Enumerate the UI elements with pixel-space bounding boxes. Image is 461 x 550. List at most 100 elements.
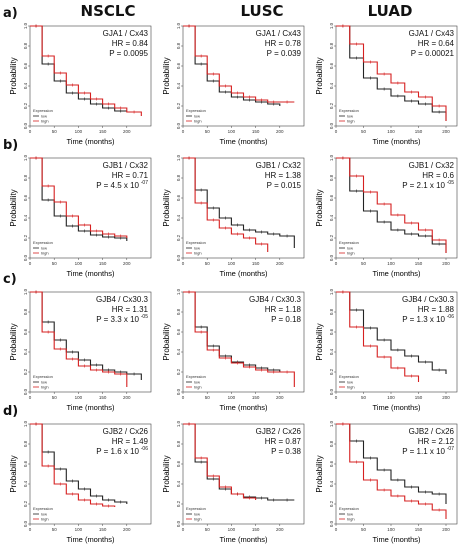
km-panel: 0.0 0.2 0.4 0.6 0.8 1.0 0 50 100 150 200 Probabilit…: [315, 286, 461, 414]
p-value: P = 1.6 x 10: [96, 447, 139, 456]
km-plot: 0.0 0.2 0.4 0.6 0.8 1.0 0 50 100 150 200 Probabilit…: [9, 420, 152, 544]
km-curve-low: [336, 423, 447, 504]
legend-low: low: [347, 380, 353, 385]
x-tick-label: 100: [387, 395, 395, 400]
gene-label: GJB2 / Cx26: [103, 427, 149, 436]
gene-label: GJA1 / Cx43: [409, 29, 455, 38]
y-axis-label: Probability: [9, 189, 18, 226]
y-tick-label: 1.0: [329, 420, 334, 427]
km-panel: 0.0 0.2 0.4 0.6 0.8 1.0 0 50 100 150 200 Probabilit…: [162, 286, 308, 414]
gene-label: GJB4 / Cx30.3: [402, 295, 455, 304]
y-tick-label: 0.0: [176, 122, 181, 129]
km-curve-high: [183, 423, 257, 500]
x-axis-label: Time (months): [372, 269, 421, 278]
legend-low: low: [347, 246, 353, 251]
hazard-ratio: HR = 1.18: [265, 305, 302, 314]
x-tick-label: 0: [29, 395, 32, 400]
y-tick-label: 0.2: [176, 102, 181, 109]
y-tick-label: 0.8: [329, 42, 334, 49]
y-tick-label: 0.0: [23, 520, 28, 527]
km-plot: 0.0 0.2 0.4 0.6 0.8 1.0 0 50 100 150 200 Probabilit…: [162, 420, 305, 544]
y-tick-label: 0.4: [23, 480, 28, 487]
km-panel: 0.0 0.2 0.4 0.6 0.8 1.0 0 50 100 150 200 Probabilit…: [315, 20, 461, 148]
y-tick-label: 0.0: [329, 520, 334, 527]
y-tick-label: 0.4: [329, 480, 334, 487]
y-tick-label: 0.4: [329, 348, 334, 355]
km-panel: 0.0 0.2 0.4 0.6 0.8 1.0 0 50 100 150 200 Probabilit…: [162, 20, 308, 148]
legend-low: low: [347, 114, 353, 119]
y-tick-label: 0.4: [23, 348, 28, 355]
hazard-ratio: HR = 1.88: [418, 305, 455, 314]
y-tick-label: 0.6: [23, 62, 28, 69]
x-tick-label: 100: [387, 129, 395, 134]
legend-low: low: [41, 246, 47, 251]
y-axis-label: Probability: [315, 189, 324, 226]
x-tick-label: 50: [205, 261, 211, 266]
legend-high: high: [347, 385, 355, 390]
plot-frame: [29, 423, 152, 525]
km-panel: 0.0 0.2 0.4 0.6 0.8 1.0 0 50 100 150 200 Probabilit…: [315, 418, 461, 546]
y-tick-label: 0.8: [329, 440, 334, 447]
km-curve-high: [30, 291, 128, 387]
km-plot: 0.0 0.2 0.4 0.6 0.8 1.0 0 50 100 150 200 Probabilit…: [9, 22, 152, 146]
column-header-luad: LUAD: [367, 2, 413, 20]
y-tick-label: 0.0: [329, 122, 334, 129]
km-curve-high: [30, 423, 116, 507]
x-tick-label: 0: [29, 261, 32, 266]
y-tick-label: 0.0: [176, 254, 181, 261]
row-label-a: a): [3, 6, 18, 21]
y-axis-label: Probability: [9, 455, 18, 492]
x-tick-label: 0: [182, 129, 185, 134]
p-value-exponent: -07: [447, 446, 454, 452]
x-tick-label: 50: [361, 261, 367, 266]
gene-label: GJA1 / Cx43: [103, 29, 149, 38]
km-panel: 0.0 0.2 0.4 0.6 0.8 1.0 0 50 100 150 200 Probabilit…: [9, 286, 155, 414]
x-tick-label: 50: [52, 395, 58, 400]
x-axis-label: Time (months): [219, 137, 268, 146]
y-tick-label: 0.8: [329, 174, 334, 181]
km-plot: 0.0 0.2 0.4 0.6 0.8 1.0 0 50 100 150 200 Probabilit…: [162, 154, 305, 278]
legend-low: low: [194, 380, 200, 385]
legend-low: low: [194, 512, 200, 517]
plot-frame: [335, 25, 458, 127]
y-tick-label: 0.4: [23, 82, 28, 89]
legend-high: high: [347, 119, 355, 124]
x-tick-label: 150: [252, 129, 260, 134]
x-tick-label: 50: [205, 129, 211, 134]
legend-title: Expression: [186, 108, 206, 113]
legend-high: high: [347, 517, 355, 522]
x-tick-label: 150: [252, 261, 260, 266]
x-tick-label: 100: [228, 261, 236, 266]
y-tick-label: 0.8: [23, 308, 28, 315]
p-value: P = 0.38: [271, 447, 301, 456]
hazard-ratio: HR = 1.38: [265, 171, 302, 180]
y-tick-label: 0.2: [329, 500, 334, 507]
x-tick-label: 200: [276, 395, 284, 400]
y-tick-label: 0.6: [176, 328, 181, 335]
gene-label: GJB2 / Cx26: [256, 427, 302, 436]
p-value: P = 1.3 x 10: [402, 315, 445, 324]
x-tick-label: 150: [415, 527, 423, 532]
y-tick-label: 0.6: [329, 460, 334, 467]
y-tick-label: 0.4: [23, 214, 28, 221]
x-tick-label: 200: [442, 129, 450, 134]
x-tick-label: 100: [387, 261, 395, 266]
x-tick-label: 50: [361, 395, 367, 400]
row-label-b: b): [3, 138, 19, 153]
legend-title: Expression: [33, 506, 53, 511]
x-tick-label: 100: [228, 129, 236, 134]
legend-title: Expression: [339, 108, 359, 113]
legend-low: low: [194, 246, 200, 251]
legend-title: Expression: [339, 374, 359, 379]
p-value: P = 1.1 x 10: [402, 447, 445, 456]
x-axis-label: Time (months): [219, 535, 268, 544]
hazard-ratio: HR = 0.84: [112, 39, 149, 48]
y-axis-label: Probability: [315, 455, 324, 492]
legend-high: high: [41, 119, 49, 124]
x-tick-label: 0: [182, 527, 185, 532]
x-tick-label: 50: [361, 527, 367, 532]
x-tick-label: 200: [123, 527, 131, 532]
gene-label: GJB2 / Cx26: [409, 427, 455, 436]
x-axis-label: Time (months): [219, 269, 268, 278]
legend-title: Expression: [186, 506, 206, 511]
